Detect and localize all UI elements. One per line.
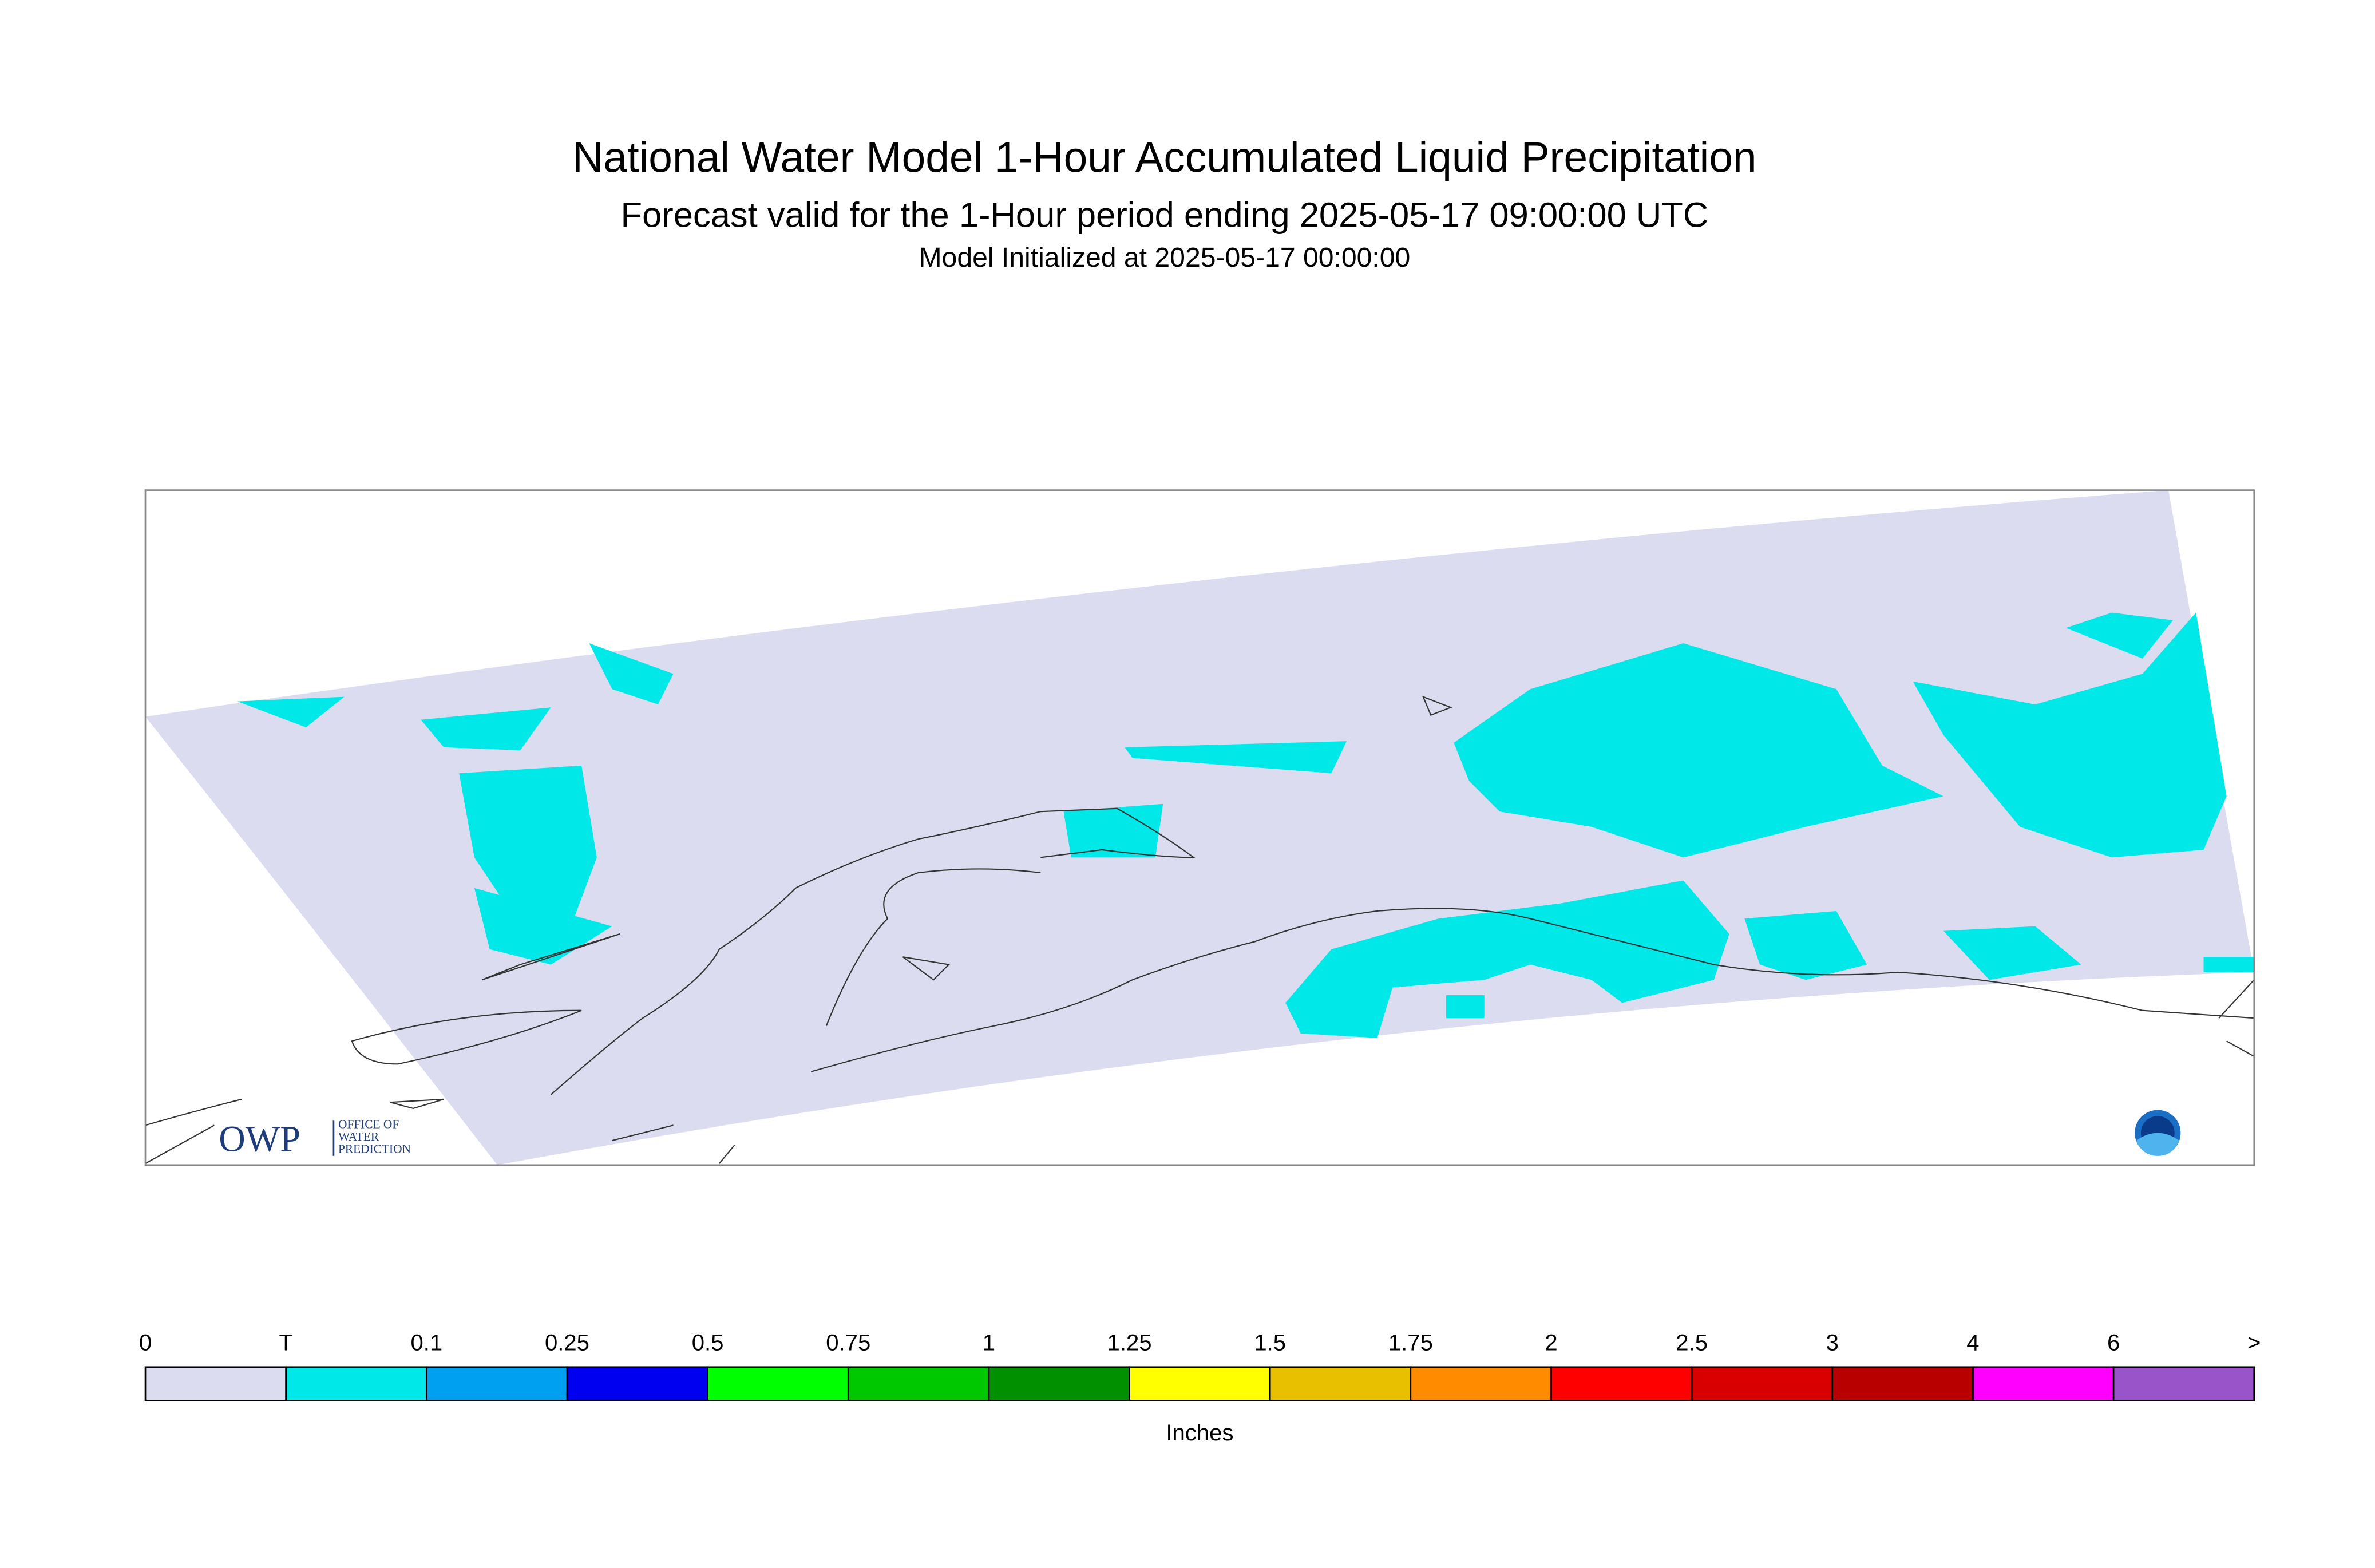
legend-swatch — [425, 1366, 568, 1401]
legend-label: 1.25 — [1107, 1330, 1152, 1355]
legend-swatch — [1269, 1366, 1412, 1401]
legend-label: 0.1 — [410, 1330, 442, 1355]
legend-swatch — [707, 1366, 849, 1401]
legend-label: 2 — [1545, 1330, 1557, 1355]
legend-label: 0.75 — [826, 1330, 870, 1355]
legend-swatch — [1691, 1366, 1834, 1401]
subtitle: Forecast valid for the 1-Hour period end… — [621, 196, 1709, 235]
owp-logo-text: OWP — [219, 1119, 300, 1159]
legend-label: 2.5 — [1676, 1330, 1708, 1355]
legend-label: > — [2247, 1330, 2261, 1355]
legend-swatch — [2112, 1366, 2255, 1401]
legend-swatch — [566, 1366, 708, 1401]
owp-office: OFFICE OF — [338, 1118, 399, 1131]
owp-logo: OWP OFFICE OF WATER PREDICTION — [219, 1118, 411, 1159]
map-frame — [144, 489, 2255, 1166]
legend-label: 1.5 — [1254, 1330, 1286, 1355]
legend-swatch — [847, 1366, 990, 1401]
legend-swatch — [144, 1366, 287, 1401]
legend-unit: Inches — [1166, 1420, 1233, 1446]
noaa-logo — [2135, 1110, 2181, 1156]
owp-office: WATER — [338, 1130, 379, 1143]
title: National Water Model 1-Hour Accumulated … — [572, 133, 1756, 181]
legend-label: 1.75 — [1388, 1330, 1433, 1355]
legend-label: T — [279, 1330, 293, 1355]
legend-label: 1 — [983, 1330, 995, 1355]
legend-swatch — [1972, 1366, 2115, 1401]
legend-label: 0.5 — [692, 1330, 724, 1355]
legend-label: 0.25 — [545, 1330, 589, 1355]
init-time: Model Initialized at 2025-05-17 00:00:00 — [919, 242, 1410, 273]
model-domain — [145, 490, 2254, 1165]
precip-areas — [237, 612, 2254, 1038]
map: OWP OFFICE OF WATER PREDICTION — [144, 489, 2255, 1166]
legend-label: 0 — [139, 1330, 152, 1355]
legend-swatch — [988, 1366, 1130, 1401]
legend-swatch — [1550, 1366, 1693, 1401]
legend-label: 6 — [2107, 1330, 2120, 1355]
legend-swatch — [1129, 1366, 1271, 1401]
legend-swatch — [1831, 1366, 1974, 1401]
owp-office: PREDICTION — [338, 1142, 411, 1155]
legend-label: 4 — [1966, 1330, 1979, 1355]
legend-swatch — [285, 1366, 428, 1401]
coastlines — [145, 695, 2254, 1165]
legend-label: 3 — [1826, 1330, 1839, 1355]
legend: 0 T 0.1 0.25 0.5 0.75 1 1.25 1.5 1.75 2 2.5 3 4 6 > — [139, 1330, 2261, 1401]
legend-swatch — [1410, 1366, 1552, 1401]
